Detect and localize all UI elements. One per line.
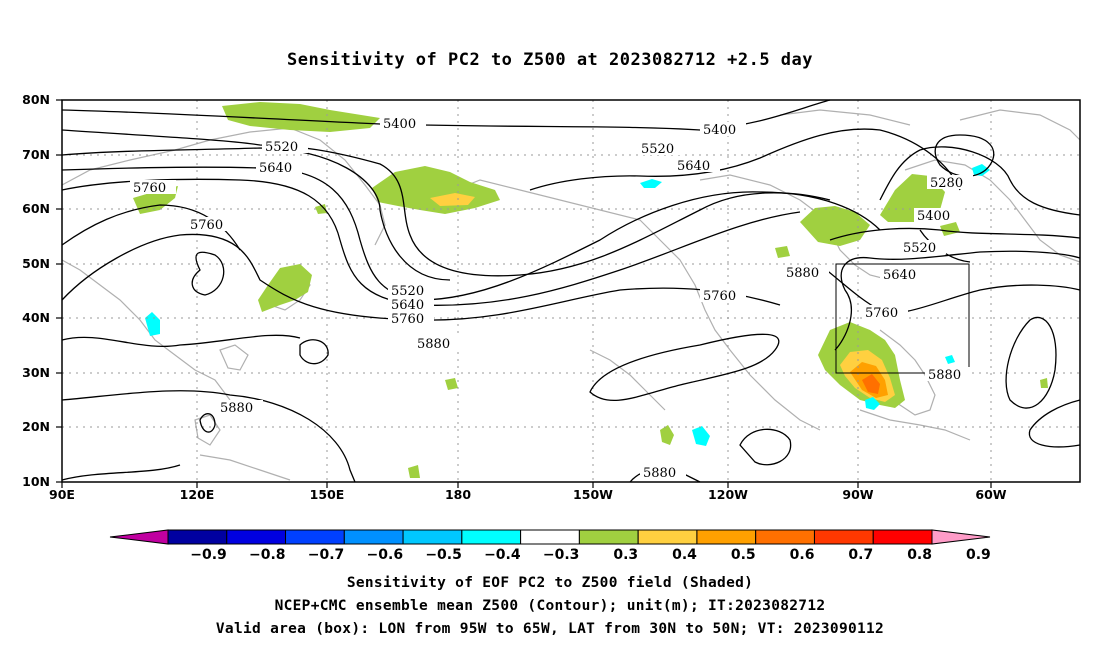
- contour-label-5760-c: 5760: [391, 312, 424, 327]
- lat-label: 60N: [22, 201, 50, 216]
- contour-label-5880-e: 5880: [643, 466, 676, 481]
- colorbar-box: [167, 529, 228, 545]
- colorbar-label: 0.4: [672, 547, 697, 563]
- lon-label: 150W: [573, 487, 613, 502]
- lat-label: 70N: [22, 147, 50, 162]
- colorbar-box: [872, 529, 933, 545]
- lat-label: 50N: [22, 256, 50, 271]
- shade-positive-green: [775, 246, 790, 258]
- contour-label-5520-d: 5520: [391, 284, 424, 299]
- lon-label: 90E: [49, 487, 75, 502]
- lon-label: 90W: [842, 487, 873, 502]
- colorbar-box: [461, 529, 522, 545]
- footer-line-2: NCEP+CMC ensemble mean Z500 (Contour); u…: [274, 598, 826, 614]
- shade-positive-green: [660, 425, 674, 445]
- contour-label-5400-c: 5400: [917, 209, 950, 224]
- map-title: Sensitivity of PC2 to Z500 at 2023082712…: [286, 50, 813, 70]
- contour-label-5640-d: 5640: [391, 298, 424, 313]
- shade-positive-green: [222, 102, 380, 132]
- map-frame: [61, 99, 1081, 483]
- lon-label: 180: [445, 487, 471, 502]
- lon-label: 60W: [975, 487, 1006, 502]
- contour-label-5520-a: 5520: [265, 140, 298, 155]
- colorbar-box: [696, 529, 757, 545]
- lat-label: 10N: [22, 474, 50, 489]
- lat-label: 80N: [22, 92, 50, 107]
- contour-label-5640-c: 5640: [883, 268, 916, 283]
- contour-label-5880-b: 5880: [417, 337, 450, 352]
- contour-label-5400-a: 5400: [383, 117, 416, 132]
- shade-positive-green: [1040, 378, 1048, 388]
- contour-labels: 5400 5400 5520 5520 5640 5640 5760 5760 …: [130, 116, 973, 481]
- lon-label: 150E: [310, 487, 345, 502]
- colorbar-label: 0.7: [848, 547, 873, 563]
- colorbar-label: 0.3: [613, 547, 638, 563]
- latitude-labels: 80N 70N 60N 50N 40N 30N 20N 10N: [22, 92, 50, 489]
- colorbar-box: [402, 529, 463, 545]
- shaded-sensitivity: [133, 102, 1048, 478]
- lat-label: 30N: [22, 365, 50, 380]
- contour-label-5880-d: 5880: [220, 401, 253, 416]
- colorbar-label: −0.3: [543, 547, 580, 563]
- shade-negative-cyan: [640, 179, 662, 188]
- colorbar-box: [520, 529, 580, 545]
- colorbar-label: −0.4: [484, 547, 521, 563]
- contour-label-5280: 5280: [930, 176, 963, 191]
- colorbar-box: [343, 529, 404, 545]
- contour-label-5760-d: 5760: [703, 289, 736, 304]
- colorbar-label: −0.9: [190, 547, 227, 563]
- shade-positive-green: [800, 206, 870, 246]
- contour-label-5640-b: 5640: [677, 159, 710, 174]
- shade-positive-green: [940, 222, 960, 236]
- shade-negative-cyan: [145, 312, 160, 336]
- contour-label-5760-b: 5760: [190, 218, 223, 233]
- colorbar-end-high: [931, 529, 991, 545]
- contour-label-5880-c: 5880: [928, 368, 961, 383]
- contour-label-5760-e: 5760: [865, 306, 898, 321]
- colorbar-label: −0.6: [367, 547, 404, 563]
- contour-label-5640-a: 5640: [259, 161, 292, 176]
- contour-label-5880-a: 5880: [786, 266, 819, 281]
- tick-marks: [56, 99, 992, 488]
- shade-negative-cyan: [865, 397, 880, 410]
- colorbar-label: 0.6: [790, 547, 815, 563]
- colorbar-label: 0.8: [907, 547, 932, 563]
- z500-contours: [61, 99, 1081, 483]
- footer-line-1: Sensitivity of EOF PC2 to Z500 field (Sh…: [346, 575, 754, 591]
- shade-negative-cyan: [945, 355, 955, 364]
- contour-label-5760-a: 5760: [133, 181, 166, 196]
- colorbar-box: [813, 529, 874, 545]
- shade-positive-dark-orange: [862, 374, 880, 394]
- longitude-labels: 90E 120E 150E 180 150W 120W 90W 60W: [49, 487, 1007, 502]
- shade-positive-green: [258, 264, 312, 312]
- shade-positive-green: [445, 378, 458, 390]
- contour-label-5520-c: 5520: [903, 241, 936, 256]
- colorbar-box: [755, 529, 815, 545]
- colorbar-label: −0.7: [308, 547, 345, 563]
- colorbar-end-low: [109, 529, 169, 545]
- shade-negative-cyan: [972, 164, 990, 176]
- colorbar-label: 0.9: [966, 547, 991, 563]
- shade-positive-yellow: [430, 193, 475, 206]
- lon-label: 120E: [180, 487, 215, 502]
- shade-negative-cyan: [692, 426, 710, 446]
- colorbar-label: −0.8: [249, 547, 286, 563]
- shade-positive-green: [408, 465, 420, 478]
- footer-line-3: Valid area (box): LON from 95W to 65W, L…: [215, 621, 885, 637]
- colorbar-label: −0.5: [425, 547, 462, 563]
- colorbar-box: [226, 529, 287, 545]
- colorbar-box: [578, 529, 639, 545]
- gridlines: [62, 100, 1080, 482]
- lat-label: 40N: [22, 310, 50, 325]
- colorbar-box: [285, 529, 345, 545]
- lat-label: 20N: [22, 419, 50, 434]
- colorbar: −0.9 −0.8 −0.7 −0.6 −0.5 −0.4 −0.3 0.3 0.4 0.5 0.6…: [109, 529, 991, 563]
- lon-label: 120W: [708, 487, 748, 502]
- contour-label-5400-b: 5400: [703, 123, 736, 138]
- colorbar-label: 0.5: [731, 547, 756, 563]
- contour-label-5520-b: 5520: [641, 142, 674, 157]
- colorbar-box: [637, 529, 698, 545]
- valid-area-box: [835, 263, 970, 374]
